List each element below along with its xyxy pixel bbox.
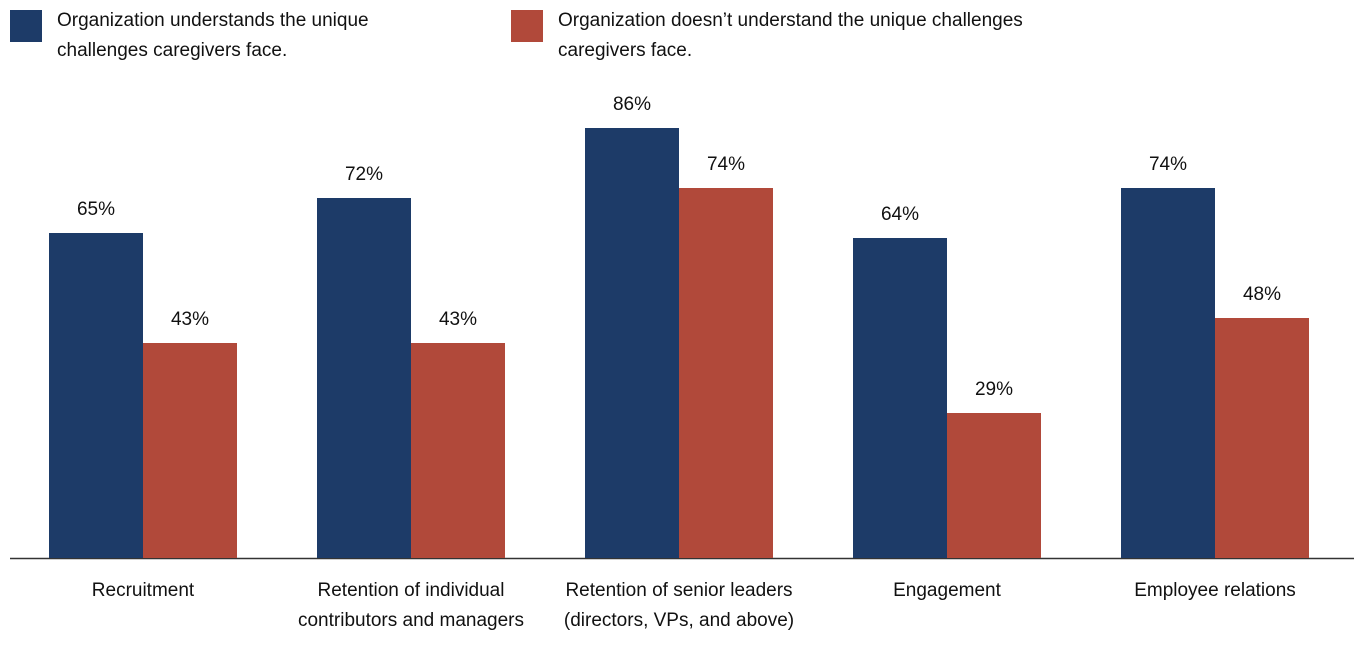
bar: [143, 343, 237, 558]
x-tick-label: Employee relations: [1134, 580, 1296, 601]
value-label: 74%: [1149, 154, 1187, 175]
value-label: 72%: [345, 164, 383, 185]
bar: [317, 198, 411, 558]
value-label: 74%: [707, 154, 745, 175]
bar: [411, 343, 505, 558]
value-label: 64%: [881, 204, 919, 225]
bar: [679, 188, 773, 558]
value-label: 29%: [975, 379, 1013, 400]
value-label: 43%: [439, 309, 477, 330]
legend-swatch: [511, 10, 543, 42]
x-tick-label: Recruitment: [91, 580, 195, 601]
bar: [947, 413, 1041, 558]
legend-label: Organization doesn’t understand the uniq…: [558, 10, 1023, 61]
legend-label: Organization understands the unique chal…: [57, 10, 369, 61]
value-label: 43%: [171, 309, 209, 330]
x-tick-label: Retention of senior leaders (directors, …: [563, 580, 795, 631]
value-label: 86%: [613, 94, 651, 115]
value-label: 48%: [1243, 284, 1281, 305]
x-tick-label: Engagement: [893, 580, 1001, 601]
bar: [853, 238, 947, 558]
bar: [1121, 188, 1215, 558]
value-label: 65%: [77, 199, 115, 220]
bar: [585, 128, 679, 558]
x-tick-label: Retention of individual contributors and…: [297, 580, 524, 631]
legend-swatch: [10, 10, 42, 42]
bar: [1215, 318, 1309, 558]
bar: [49, 233, 143, 558]
